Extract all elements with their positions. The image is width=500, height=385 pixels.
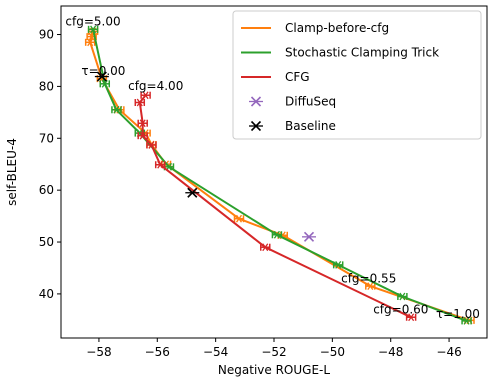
y-tick-label-4: 80 bbox=[39, 79, 54, 93]
point-stochastic-clamping-trick-6-tri bbox=[335, 260, 342, 269]
series-diffuseq bbox=[302, 231, 317, 242]
legend-item-baseline: Baseline bbox=[249, 119, 336, 133]
legend-swatch-diffuseq-b bbox=[250, 96, 262, 107]
legend-item-diffuseq: DiffuSeq bbox=[249, 95, 336, 109]
point-stochastic-clamping-trick-1-tri bbox=[101, 79, 108, 88]
x-tick-label-4: −50 bbox=[320, 345, 345, 359]
legend-label-clamp-before-cfg: Clamp-before-cfg bbox=[285, 21, 389, 35]
series-stochastic-clamping-trick bbox=[87, 25, 472, 325]
point-stochastic-clamping-trick-0-tri bbox=[90, 25, 97, 34]
y-axis-label: self-BLEU-4 bbox=[5, 138, 19, 206]
legend: Clamp-before-cfg Stochastic Clamping Tric… bbox=[232, 10, 482, 140]
point-stochastic-clamping-trick-2-tri bbox=[113, 105, 120, 114]
legend-label-stochastic-clamping-trick: Stochastic Clamping Trick bbox=[285, 46, 439, 60]
legend-swatch-baseline-b bbox=[250, 120, 262, 132]
x-tick-label-0: −58 bbox=[86, 345, 111, 359]
series-layer bbox=[84, 25, 475, 325]
annotation-1: τ=0.00 bbox=[81, 64, 125, 78]
point-diffuseq-0-b bbox=[303, 231, 315, 242]
y-tick-label-1: 50 bbox=[39, 235, 54, 249]
y-tick-label-2: 60 bbox=[39, 183, 54, 197]
point-clamp-before-cfg-10-tri bbox=[367, 282, 374, 291]
y-tick-label-5: 90 bbox=[39, 28, 54, 42]
legend-frame bbox=[232, 10, 482, 140]
point-stochastic-clamping-trick-5-tri bbox=[273, 230, 280, 239]
x-axis-ticks: −58 −56 −54 −52 −50 −48 −46 bbox=[86, 338, 462, 359]
point-cfg-7-tri bbox=[408, 313, 415, 322]
x-tick-label-3: −52 bbox=[261, 345, 286, 359]
annotation-0: cfg=5.00 bbox=[65, 15, 120, 29]
legend-label-cfg: CFG bbox=[285, 70, 310, 84]
point-baseline-1-b bbox=[187, 187, 198, 198]
annotation-2: cfg=4.00 bbox=[128, 79, 183, 93]
point-cfg-1-tri bbox=[136, 98, 143, 107]
y-tick-label-3: 70 bbox=[39, 131, 54, 145]
x-axis-label: Negative ROUGE-L bbox=[218, 363, 330, 377]
x-tick-label-6: −46 bbox=[436, 345, 461, 359]
point-cfg-4-tri bbox=[148, 141, 155, 149]
x-tick-label-5: −48 bbox=[378, 345, 403, 359]
legend-item-clamp-before-cfg: Clamp-before-cfg bbox=[241, 21, 389, 35]
series-baseline bbox=[94, 71, 200, 198]
annotation-4: cfg=0.60 bbox=[373, 303, 428, 317]
legend-item-stochastic-clamping-trick: Stochastic Clamping Trick bbox=[241, 46, 439, 60]
legend-label-diffuseq: DiffuSeq bbox=[285, 95, 336, 109]
point-cfg-6-tri bbox=[262, 243, 269, 252]
legend-label-baseline: Baseline bbox=[285, 119, 336, 133]
line-cfg bbox=[138, 94, 412, 319]
point-cfg-0-tri bbox=[142, 91, 149, 100]
y-tick-label-0: 40 bbox=[39, 287, 54, 301]
series-cfg bbox=[134, 91, 417, 322]
x-tick-label-2: −54 bbox=[203, 345, 228, 359]
point-cfg-2-tri bbox=[139, 119, 146, 128]
y-axis-ticks: 40 50 60 70 80 90 bbox=[39, 28, 61, 301]
point-clamp-before-cfg-2-tri bbox=[87, 38, 94, 47]
annotation-5: τ=1.00 bbox=[436, 307, 480, 321]
point-stochastic-clamping-trick-8-tri bbox=[463, 317, 470, 325]
point-baseline-0-b bbox=[96, 71, 107, 82]
legend-item-cfg: CFG bbox=[241, 70, 310, 84]
x-tick-label-1: −56 bbox=[145, 345, 170, 359]
point-cfg-5-tri bbox=[157, 160, 164, 169]
point-clamp-before-cfg-8-tri bbox=[235, 214, 243, 223]
annotation-3: cfg=0.55 bbox=[341, 271, 396, 285]
point-cfg-3-tri bbox=[139, 131, 146, 140]
point-stochastic-clamping-trick-7-tri bbox=[399, 292, 406, 301]
